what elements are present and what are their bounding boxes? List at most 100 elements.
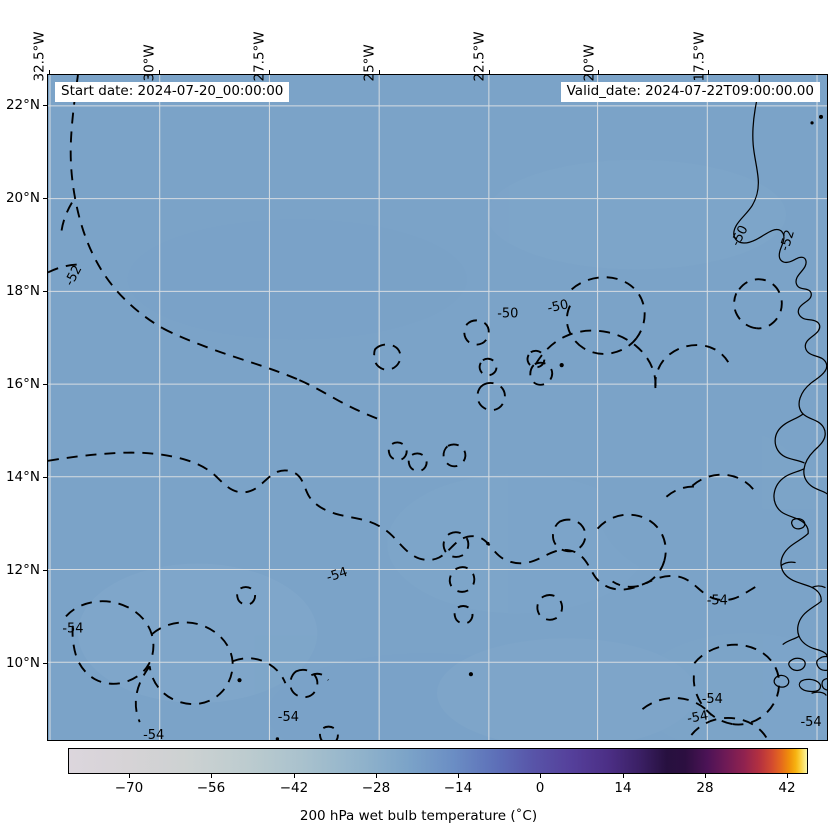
- contour-oval-c: [526, 349, 546, 369]
- contour-oval-p: [310, 672, 330, 681]
- lon-tick-mark: [159, 70, 160, 74]
- contour-label: -52: [777, 228, 798, 253]
- map-field-plot: -52 -50 -50 -50 -52 -54 -54 -54 -54 -54 …: [48, 75, 827, 740]
- lat-tick-mark: [43, 384, 47, 385]
- valid-date-annotation: Valid_date: 2024-07-22T09:00:00.00: [560, 82, 820, 103]
- contour-54-east-2: [692, 671, 733, 725]
- lon-tick-mark: [379, 70, 380, 74]
- field-anomaly-patches: [77, 159, 827, 740]
- map-axes[interactable]: -52 -50 -50 -50 -52 -54 -54 -54 -54 -54 …: [47, 74, 828, 741]
- lon-tick-mark: [49, 70, 50, 74]
- colorbar-tick-label: −56: [196, 780, 226, 796]
- colorbar-tick-label: 0: [535, 780, 545, 796]
- colorbar-gradient: [69, 749, 807, 773]
- contour-oval-l: [236, 586, 257, 606]
- colorbar-tick-mark: [787, 774, 788, 778]
- lon-tick-label: 25°W: [361, 44, 378, 82]
- lat-tick-mark: [43, 291, 47, 292]
- contour-oval-m: [448, 566, 476, 593]
- contour-oval-q: [536, 594, 563, 621]
- lat-tick-mark: [43, 105, 47, 106]
- colorbar-tick-mark: [211, 774, 212, 778]
- colorbar-tick-mark: [540, 774, 541, 778]
- contour-label: -54: [702, 692, 723, 707]
- contour-label: -54: [707, 593, 728, 608]
- contour-lines: [48, 75, 783, 740]
- lat-tick-mark: [43, 198, 47, 199]
- lon-tick-mark: [489, 70, 490, 74]
- colorbar-tick-label: −70: [114, 780, 144, 796]
- lon-tick-label: 22.5°W: [471, 31, 488, 82]
- contour-52-mid: [162, 327, 300, 381]
- contour-50-right: [738, 278, 783, 330]
- contour-oval-n: [453, 605, 474, 625]
- contour-mid-loop-4: [665, 485, 697, 498]
- contour-main-sweep: [48, 451, 759, 602]
- lat-tick-label: 14°N: [5, 469, 40, 485]
- lon-tick-mark: [269, 70, 270, 74]
- contour-label: -54: [686, 708, 709, 726]
- contour-oval-k: [551, 518, 587, 553]
- colorbar-tick-mark: [294, 774, 295, 778]
- contour-nw-arc-1: [48, 263, 80, 274]
- contour-label: -50: [546, 297, 570, 316]
- contour-oval-a: [373, 343, 402, 371]
- lon-tick-label: 32.5°W: [31, 31, 48, 82]
- colorbar[interactable]: [68, 748, 808, 774]
- contour-54-east-5: [641, 697, 713, 716]
- colorbar-tick-mark: [623, 774, 624, 778]
- contour-oval-f: [476, 382, 506, 412]
- contour-nw-arc-2: [60, 202, 73, 236]
- lon-tick-mark: [598, 70, 599, 74]
- contour-oval-b: [463, 319, 490, 346]
- contour-label: -54: [325, 565, 350, 586]
- colorbar-tick-label: 28: [696, 780, 714, 796]
- contour-oval-d: [478, 357, 498, 377]
- lat-tick-label: 18°N: [5, 283, 40, 299]
- contour-oval-g: [442, 443, 467, 468]
- contour-label: -54: [62, 621, 83, 636]
- contour-50-lobe-b: [583, 337, 638, 355]
- colorbar-tick-label: −42: [279, 780, 309, 796]
- lon-tick-label: 20°W: [581, 44, 598, 82]
- contour-50-north: [534, 329, 657, 389]
- contour-mid-loop-3: [691, 473, 756, 493]
- lat-tick-label: 12°N: [5, 562, 40, 578]
- contour-54-east-3: [690, 716, 769, 740]
- contour-50-lobe: [571, 276, 646, 339]
- contour-oval-o: [289, 668, 319, 699]
- contour-label: -54: [143, 728, 164, 740]
- contour-mid-loop-2: [612, 560, 666, 588]
- lon-tick-label: 17.5°W: [691, 31, 708, 82]
- contour-oval-j: [442, 531, 470, 558]
- contour-52-mid2: [298, 379, 379, 420]
- contour-label: -54: [800, 715, 821, 730]
- contour-54-southwest-c: [232, 657, 287, 684]
- colorbar-axis-label: 200 hPa wet bulb temperature (˚C): [299, 808, 538, 824]
- colorbar-tick-mark: [458, 774, 459, 778]
- coastline-paths: [733, 75, 827, 696]
- contour-label: -54: [278, 710, 299, 725]
- start-date-annotation: Start date: 2024-07-20_00:00:00: [55, 82, 290, 103]
- contour-50-right-b: [733, 292, 757, 330]
- lat-tick-label: 20°N: [5, 190, 40, 206]
- colorbar-tick-mark: [705, 774, 706, 778]
- graticule-gridlines: [48, 75, 827, 740]
- contour-mid-loop-1: [596, 513, 667, 561]
- lat-tick-label: 22°N: [5, 97, 40, 113]
- lat-tick-label: 10°N: [5, 655, 40, 671]
- colorbar-tick-label: −28: [361, 780, 391, 796]
- contour-54-southwest: [65, 600, 155, 685]
- colorbar-tick-label: 14: [614, 780, 632, 796]
- lon-tick-label: 27.5°W: [251, 31, 268, 82]
- lat-tick-mark: [43, 570, 47, 571]
- contour-oval-e: [529, 361, 554, 386]
- contour-54-southwest-b: [148, 621, 234, 706]
- colorbar-tick-label: −14: [443, 780, 473, 796]
- contour-54-southwest-d: [134, 665, 151, 723]
- colorbar-tick-mark: [376, 774, 377, 778]
- field-background: [48, 75, 827, 740]
- contour-label: -50: [497, 306, 518, 321]
- contour-oval-i: [407, 452, 428, 472]
